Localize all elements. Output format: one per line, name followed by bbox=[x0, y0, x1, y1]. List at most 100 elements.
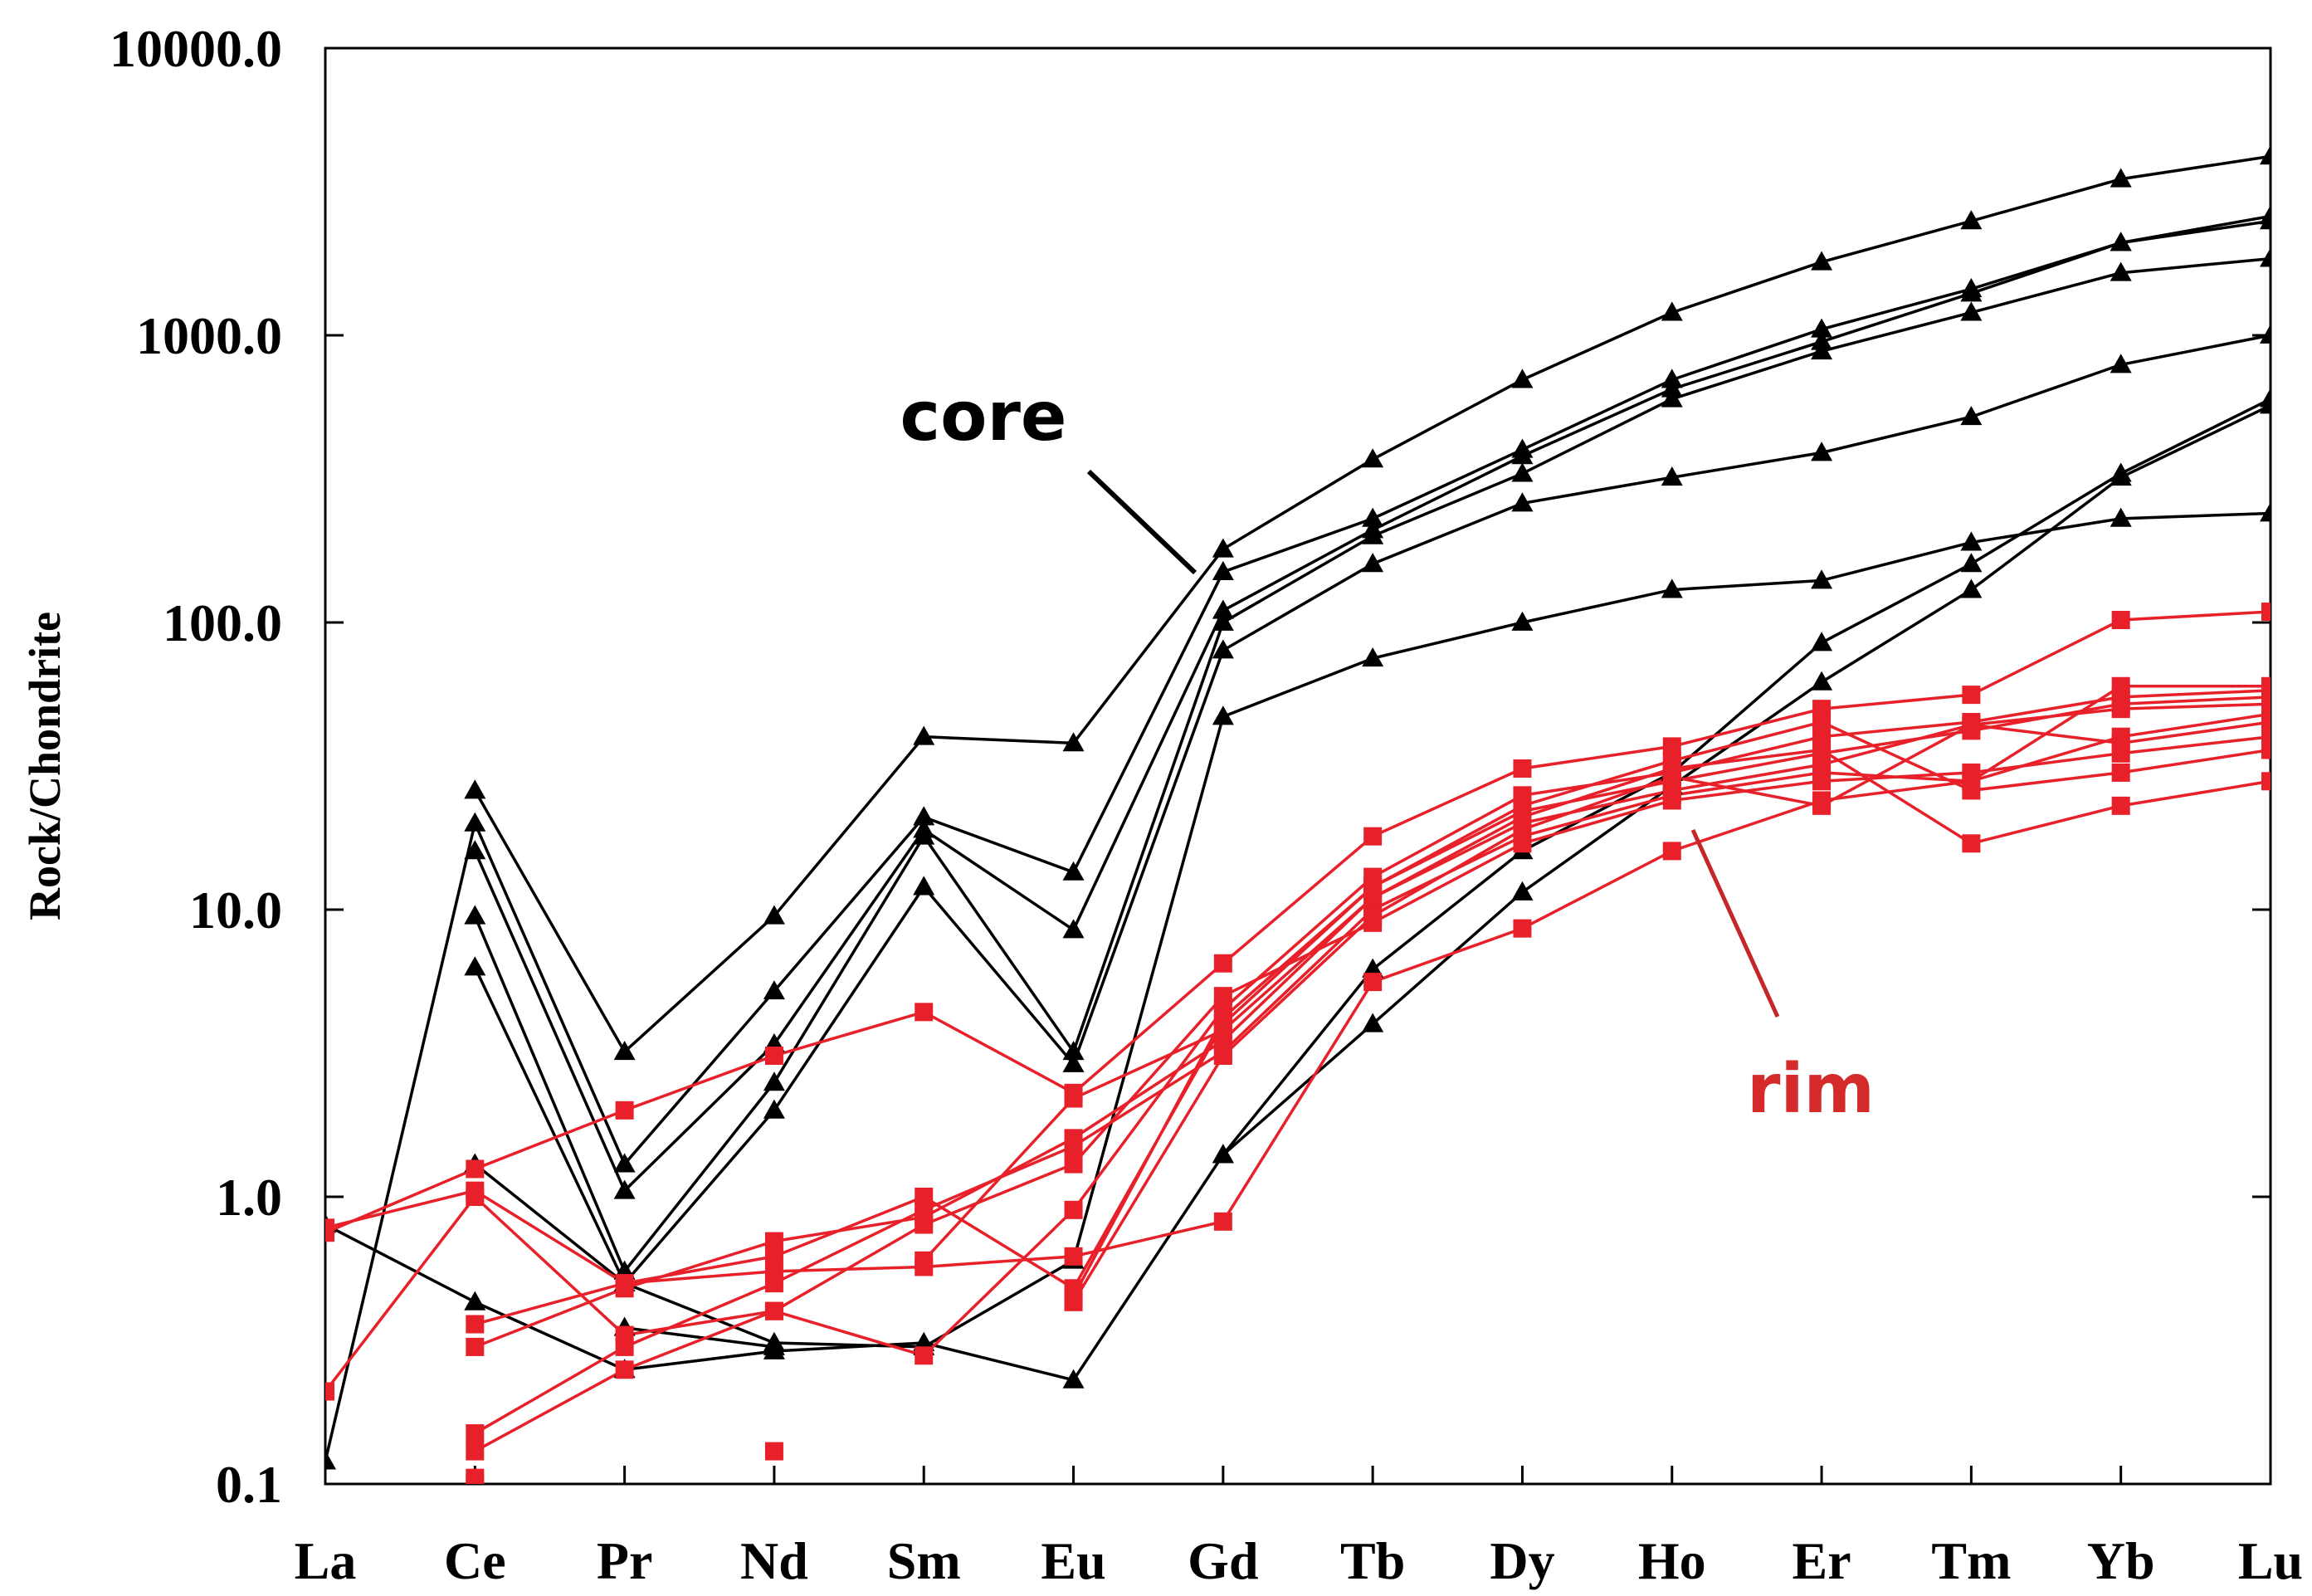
marker-core-tm bbox=[1960, 578, 1983, 598]
series-line-core-2 bbox=[325, 214, 2271, 1462]
x-tick-label-gd: Gd bbox=[1188, 1531, 1258, 1590]
marker-rim-ce bbox=[466, 1475, 485, 1484]
marker-core-tm bbox=[1960, 406, 1983, 426]
x-tick-label-yb: Yb bbox=[2087, 1531, 2155, 1590]
marker-core-er bbox=[1811, 671, 1833, 691]
x-axis: La Ce Pr Nd Sm Eu Gd Tb Dy Ho Er Tm Yb Lu bbox=[295, 1466, 2303, 1590]
marker-core-dy bbox=[1511, 881, 1534, 900]
x-tick-label-nd: Nd bbox=[740, 1531, 808, 1590]
marker-rim-nd bbox=[764, 1247, 783, 1266]
x-tick-label-tm: Tm bbox=[1931, 1531, 2011, 1590]
marker-core-nd bbox=[763, 1071, 785, 1091]
marker-core-eu bbox=[1062, 1369, 1085, 1389]
marker-rim-pr bbox=[615, 1360, 634, 1379]
marker-core-eu bbox=[1062, 861, 1085, 881]
y-tick-label: 10.0 bbox=[189, 881, 282, 940]
x-tick-label-tb: Tb bbox=[1340, 1531, 1405, 1590]
marker-core-lu bbox=[2260, 210, 2271, 230]
marker-core-ce bbox=[464, 779, 486, 799]
marker-rim-ce bbox=[466, 1442, 485, 1461]
y-axis-title: Rock/Chondrite bbox=[20, 612, 70, 920]
marker-rim-pr bbox=[615, 1101, 634, 1120]
marker-rim-tb bbox=[1363, 827, 1383, 846]
marker-core-pr bbox=[613, 1041, 636, 1061]
marker-core-tb bbox=[1362, 448, 1384, 468]
marker-core-tm bbox=[1960, 210, 1983, 230]
marker-rim-eu bbox=[1064, 1247, 1083, 1266]
marker-core-yb bbox=[2110, 168, 2132, 188]
marker-rim-ce bbox=[466, 1337, 485, 1356]
marker-core-ce bbox=[464, 1291, 486, 1310]
x-tick-label-la: La bbox=[295, 1531, 357, 1590]
marker-core-eu bbox=[1062, 732, 1085, 752]
marker-rim-eu bbox=[1064, 1292, 1083, 1311]
series-line-rim-9 bbox=[325, 610, 2271, 1234]
marker-rim-er bbox=[1812, 740, 1832, 759]
marker-rim-yb bbox=[2111, 611, 2130, 630]
series-line-core-8 bbox=[1222, 403, 2271, 1156]
y-axis: 0.1 1.0 10.0 100.0 1000.0 10000.0 bbox=[110, 19, 2271, 1514]
marker-core-er bbox=[1811, 632, 1833, 652]
marker-rim-lu bbox=[2261, 695, 2271, 714]
marker-core-pr bbox=[613, 1179, 636, 1199]
marker-rim-dy bbox=[1513, 820, 1532, 839]
marker-core-lu bbox=[2260, 394, 2271, 414]
annotation-core-pointer bbox=[1086, 469, 1197, 575]
marker-rim-yb bbox=[2111, 734, 2130, 753]
marker-rim-la bbox=[325, 1382, 334, 1401]
marker-rim-dy bbox=[1513, 759, 1532, 778]
marker-rim-gd bbox=[1213, 987, 1232, 1006]
marker-core-gd bbox=[1212, 599, 1234, 619]
marker-core-ho bbox=[1661, 301, 1683, 321]
marker-rim-gd bbox=[1213, 1046, 1232, 1065]
marker-core-ho bbox=[1661, 388, 1683, 408]
marker-rim-ho bbox=[1662, 842, 1681, 861]
marker-core-yb bbox=[2110, 261, 2132, 281]
marker-core-er bbox=[1811, 251, 1833, 271]
marker-rim-gd bbox=[1213, 1212, 1232, 1231]
marker-core-er bbox=[1811, 569, 1833, 589]
marker-rim-sm bbox=[915, 1003, 934, 1022]
marker-rim-nd bbox=[764, 1274, 783, 1293]
marker-core-lu bbox=[2260, 502, 2271, 522]
marker-rim-lu bbox=[2261, 740, 2271, 759]
marker-rim-nd bbox=[764, 1301, 783, 1320]
marker-rim-nd bbox=[764, 1046, 783, 1065]
marker-rim-sm bbox=[915, 1251, 934, 1270]
marker-core-dy bbox=[1511, 492, 1534, 512]
annotation-rim-pointer bbox=[1690, 828, 1780, 1018]
x-tick-label-pr: Pr bbox=[597, 1531, 653, 1590]
marker-rim-ce bbox=[466, 1424, 485, 1443]
x-tick-label-ce: Ce bbox=[444, 1531, 506, 1590]
marker-core-lu bbox=[2260, 145, 2271, 165]
marker-rim-tm bbox=[1962, 763, 1981, 782]
marker-core-tm bbox=[1960, 553, 1983, 573]
marker-core-ho bbox=[1661, 378, 1683, 398]
marker-rim-eu bbox=[1064, 1154, 1083, 1174]
marker-core-eu bbox=[1062, 1041, 1085, 1061]
marker-core-la bbox=[325, 1450, 336, 1470]
x-tick-label-er: Er bbox=[1793, 1531, 1851, 1590]
marker-core-gd bbox=[1212, 560, 1234, 580]
marker-core-tm bbox=[1960, 282, 1983, 302]
marker-rim-tb bbox=[1363, 906, 1383, 925]
marker-core-tb bbox=[1362, 1013, 1384, 1032]
marker-rim-lu bbox=[2261, 772, 2271, 791]
marker-core-sm bbox=[913, 876, 935, 896]
marker-rim-la bbox=[325, 1218, 334, 1237]
marker-rim-pr bbox=[615, 1337, 634, 1356]
marker-rim-nd bbox=[764, 1232, 783, 1251]
marker-rim-sm bbox=[915, 1346, 934, 1365]
marker-core-er bbox=[1811, 442, 1833, 461]
marker-rim-eu bbox=[1064, 1089, 1083, 1108]
marker-core-ce bbox=[464, 905, 486, 925]
marker-rim-tb bbox=[1363, 973, 1383, 992]
marker-rim-dy bbox=[1513, 919, 1532, 938]
series-markers bbox=[325, 145, 2271, 1484]
marker-rim-pr bbox=[615, 1279, 634, 1298]
y-tick-label: 10000.0 bbox=[110, 19, 282, 78]
marker-core-tb bbox=[1362, 647, 1384, 667]
marker-core-ho bbox=[1661, 578, 1683, 598]
marker-rim-dy bbox=[1513, 834, 1532, 853]
